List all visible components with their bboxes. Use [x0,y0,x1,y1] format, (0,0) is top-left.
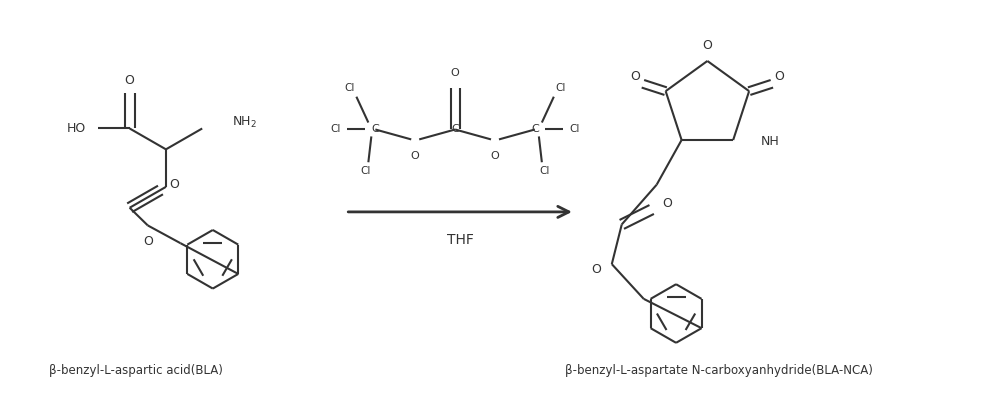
Text: O: O [702,39,712,52]
Text: NH: NH [760,136,779,149]
Text: O: O [143,235,153,248]
Text: O: O [774,70,784,83]
Text: NH$_2$: NH$_2$ [232,115,256,130]
Text: O: O [170,178,179,191]
Text: O: O [410,151,419,161]
Text: Cl: Cl [539,166,549,176]
Text: β-benzyl-L-aspartate N-carboxyanhydride(BLA-NCA): β-benzyl-L-aspartate N-carboxyanhydride(… [565,364,873,377]
Text: O: O [630,70,640,83]
Text: O: O [662,197,671,210]
Text: O: O [490,151,499,161]
Text: C: C [451,125,458,134]
Text: C: C [530,125,538,134]
Text: C: C [371,125,379,134]
Text: β-benzyl-L-aspartic acid(BLA): β-benzyl-L-aspartic acid(BLA) [49,364,223,377]
Text: Cl: Cl [330,125,340,134]
Text: O: O [124,74,134,87]
Text: Cl: Cl [360,166,370,176]
Text: THF: THF [447,233,473,247]
Text: Cl: Cl [344,83,354,93]
Text: Cl: Cl [555,83,565,93]
Text: O: O [591,262,600,275]
Text: Cl: Cl [569,125,580,134]
Text: HO: HO [67,122,86,135]
Text: O: O [451,68,459,78]
